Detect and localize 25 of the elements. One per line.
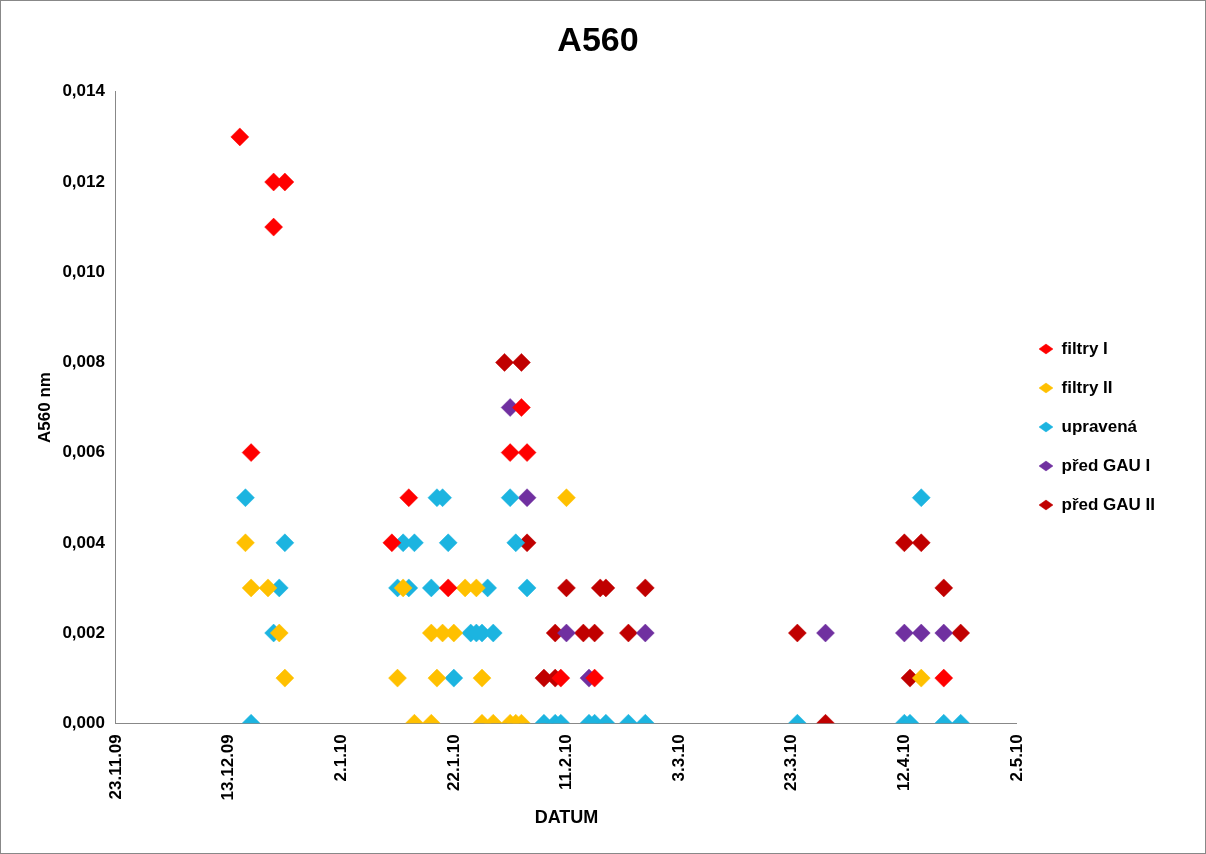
y-tick-label: 0,004 xyxy=(62,532,106,552)
y-tick-label: 0,010 xyxy=(62,261,105,281)
y-tick-label: 0,006 xyxy=(62,442,105,462)
y-tick-label: 0,012 xyxy=(62,171,105,191)
legend-label: před GAU I xyxy=(1061,455,1151,475)
y-tick-label: 0,014 xyxy=(62,81,106,101)
y-tick-label: 0,002 xyxy=(62,622,105,642)
y-axis-title: A560 nm xyxy=(34,372,54,443)
y-tick-label: 0,000 xyxy=(62,712,105,732)
x-tick-label: 12.4.10 xyxy=(894,734,914,791)
x-tick-label: 2.5.10 xyxy=(1006,734,1026,782)
legend-label: filtry I xyxy=(1061,338,1108,358)
legend-label: upravená xyxy=(1061,416,1138,436)
x-axis-title: DATUM xyxy=(534,807,599,828)
x-tick-label: 22.1.10 xyxy=(443,734,463,791)
legend-label: filtry II xyxy=(1061,377,1113,397)
x-tick-label: 23.11.09 xyxy=(105,734,125,800)
x-tick-label: 13.12.09 xyxy=(218,734,238,801)
x-tick-label: 23.3.10 xyxy=(781,734,801,791)
x-tick-label: 11.2.10 xyxy=(556,734,576,791)
x-tick-label: 2.1.10 xyxy=(330,734,350,782)
legend-label: před GAU II xyxy=(1061,494,1156,514)
chart-title: A560 xyxy=(557,19,639,58)
x-tick-label: 3.3.10 xyxy=(668,734,688,782)
y-tick-label: 0,008 xyxy=(62,352,105,372)
